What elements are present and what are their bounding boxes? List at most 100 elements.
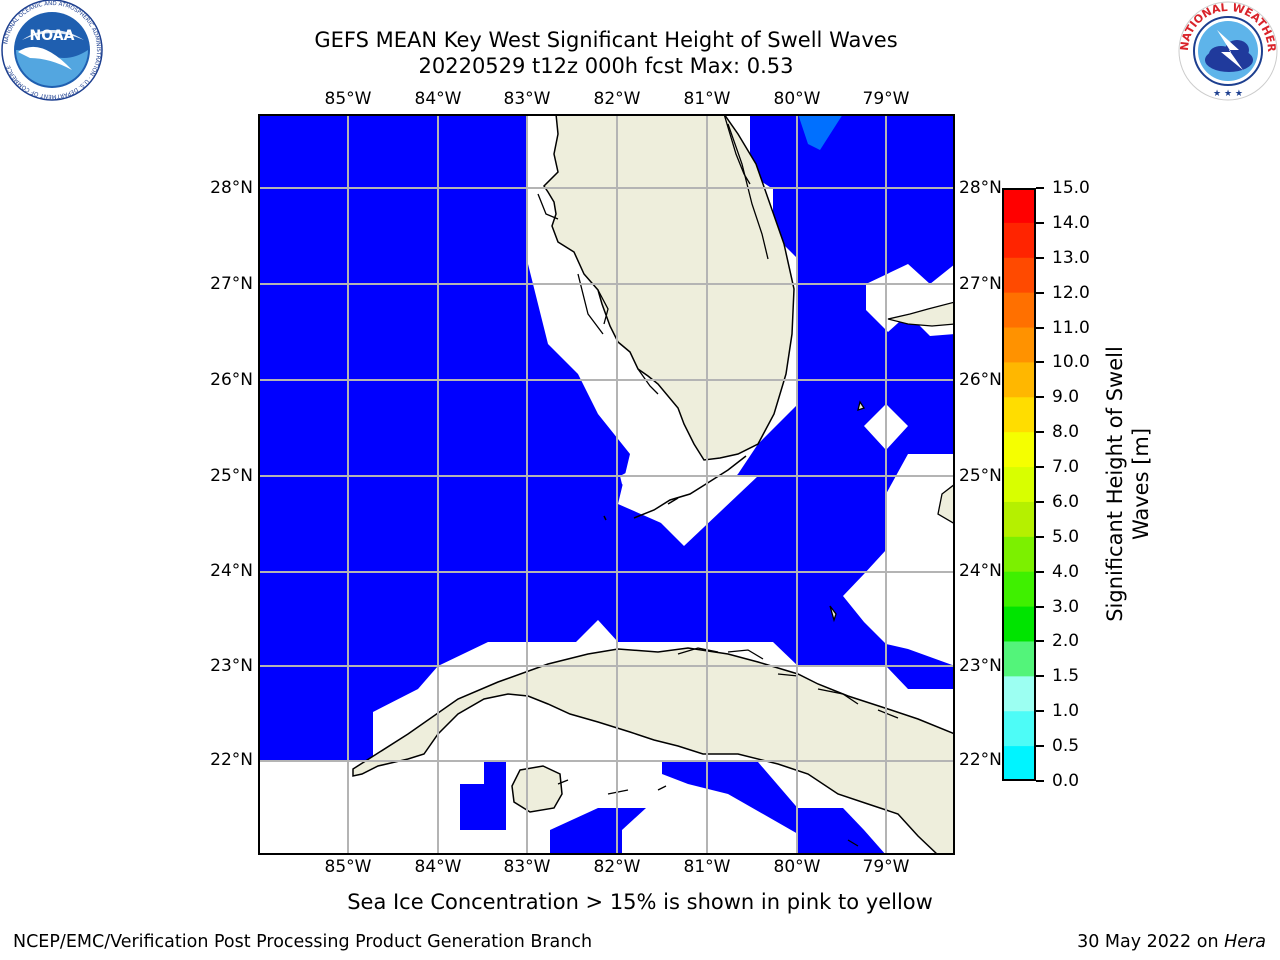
lat-tick-left-23n: 23°N bbox=[210, 656, 253, 676]
colorbar-tick-label: 0.5 bbox=[1052, 736, 1080, 757]
colorbar-tick-label: 15.0 bbox=[1052, 178, 1090, 198]
colorbar-band bbox=[1002, 257, 1036, 294]
colorbar-tick-mark bbox=[1036, 256, 1044, 259]
florida-keys bbox=[603, 455, 747, 521]
colorbar-tick-label: 14.0 bbox=[1052, 212, 1090, 233]
bahamas-land bbox=[829, 301, 955, 623]
lat-tick-right-22n: 22°N bbox=[959, 750, 1002, 770]
lon-tick-bottom-80w: 80°W bbox=[773, 857, 821, 877]
colorbar-tick-label: 2.0 bbox=[1052, 631, 1080, 652]
colorbar-band bbox=[1002, 292, 1036, 329]
colorbar-tick-label: 6.0 bbox=[1052, 491, 1080, 512]
lon-tick-bottom-81w: 81°W bbox=[683, 857, 731, 877]
colorbar-tick-label: 1.5 bbox=[1052, 666, 1080, 687]
svg-text:NOAA: NOAA bbox=[30, 28, 75, 44]
colorbar-tick-mark bbox=[1036, 500, 1044, 503]
lon-tick-bottom-85w: 85°W bbox=[324, 857, 372, 877]
lat-tick-right-23n: 23°N bbox=[959, 656, 1002, 676]
colorbar-tick-label: 13.0 bbox=[1052, 247, 1090, 268]
colorbar-tick-mark bbox=[1036, 396, 1044, 399]
lon-tick-bottom-84w: 84°W bbox=[414, 857, 462, 877]
colorbar-band bbox=[1002, 536, 1036, 573]
colorbar bbox=[1002, 188, 1036, 781]
colorbar-band bbox=[1002, 397, 1036, 433]
lon-tick-bottom-79w: 79°W bbox=[862, 857, 910, 877]
colorbar-tick-label: 10.0 bbox=[1052, 352, 1090, 373]
colorbar-tick-mark bbox=[1036, 361, 1044, 364]
cuba-land bbox=[352, 647, 955, 855]
colorbar-tick-mark bbox=[1036, 221, 1044, 224]
colorbar-tick-label: 7.0 bbox=[1052, 457, 1080, 478]
svg-text:★ ★ ★: ★ ★ ★ bbox=[1213, 89, 1243, 99]
colorbar-tick-mark bbox=[1036, 570, 1044, 573]
lat-tick-right-28n: 28°N bbox=[959, 178, 1002, 198]
colorbar-tick-label: 3.0 bbox=[1052, 596, 1080, 617]
colorbar-band bbox=[1002, 571, 1036, 608]
colorbar-tick-label: 0.0 bbox=[1052, 771, 1080, 791]
colorbar-label-line2: Waves [m] bbox=[1129, 427, 1153, 541]
map-subtitle: 20220529 t12z 000h fcst Max: 0.53 bbox=[418, 54, 794, 78]
colorbar-band bbox=[1002, 222, 1036, 259]
colorbar-tick-label: 12.0 bbox=[1052, 282, 1090, 303]
colorbar-band bbox=[1002, 467, 1036, 503]
lon-tick-bottom-82w: 82°W bbox=[593, 857, 641, 877]
florida-coast-details bbox=[537, 114, 769, 395]
lon-tick-top-85w: 85°W bbox=[324, 89, 372, 109]
lat-tick-right-24n: 24°N bbox=[959, 561, 1002, 581]
footer-date: 30 May 2022 on Hera bbox=[1077, 932, 1266, 952]
lon-tick-top-84w: 84°W bbox=[414, 89, 462, 109]
colorbar-tick-mark bbox=[1036, 745, 1044, 748]
lat-tick-left-28n: 28°N bbox=[210, 178, 253, 198]
nws-logo-icon: NATIONAL WEATHER SERVICE ★ ★ ★ bbox=[1177, 0, 1278, 101]
map-panel bbox=[258, 114, 955, 855]
colorbar-tick-mark bbox=[1036, 780, 1044, 782]
map-title: GEFS MEAN Key West Significant Height of… bbox=[314, 28, 898, 52]
colorbar-tick-mark bbox=[1036, 326, 1044, 329]
colorbar-band bbox=[1002, 746, 1036, 781]
sea-ice-note: Sea Ice Concentration > 15% is shown in … bbox=[347, 890, 933, 914]
isla-juventud-land bbox=[511, 765, 563, 813]
colorbar-tick-mark bbox=[1036, 187, 1044, 189]
lat-tick-left-25n: 25°N bbox=[210, 466, 253, 486]
lon-tick-top-80w: 80°W bbox=[773, 89, 821, 109]
lat-tick-right-27n: 27°N bbox=[959, 274, 1002, 294]
colorbar-tick-mark bbox=[1036, 605, 1044, 608]
colorbar-label-line1: Significant Height of Swell bbox=[1103, 346, 1127, 622]
lat-tick-left-27n: 27°N bbox=[210, 274, 253, 294]
colorbar-label: Significant Height of Swell Waves [m] bbox=[1102, 346, 1154, 622]
lat-tick-right-25n: 25°N bbox=[959, 466, 1002, 486]
colorbar-tick-mark bbox=[1036, 710, 1044, 713]
lat-tick-right-26n: 26°N bbox=[959, 370, 1002, 390]
colorbar-tick-label: 4.0 bbox=[1052, 561, 1080, 582]
colorbar-tick-label: 9.0 bbox=[1052, 387, 1080, 408]
cuba-cays bbox=[557, 647, 899, 847]
footer-host: Hera bbox=[1224, 932, 1266, 952]
lon-tick-top-82w: 82°W bbox=[593, 89, 641, 109]
florida-land bbox=[543, 114, 795, 461]
footer-date-text: 30 May 2022 on bbox=[1077, 932, 1219, 952]
colorbar-band bbox=[1002, 432, 1036, 468]
colorbar-band bbox=[1002, 362, 1036, 398]
colorbar-tick-mark bbox=[1036, 291, 1044, 294]
colorbar-band bbox=[1002, 188, 1036, 224]
colorbar-frame bbox=[1002, 188, 1036, 781]
colorbar-band bbox=[1002, 676, 1036, 712]
swell-patch-0-5m bbox=[798, 114, 843, 150]
lat-tick-left-22n: 22°N bbox=[210, 750, 253, 770]
lon-tick-bottom-83w: 83°W bbox=[503, 857, 551, 877]
map-frame bbox=[258, 114, 955, 855]
lat-tick-left-24n: 24°N bbox=[210, 561, 253, 581]
colorbar-tick-mark bbox=[1036, 535, 1044, 538]
colorbar-tick-label: 8.0 bbox=[1052, 422, 1080, 443]
colorbar-band bbox=[1002, 711, 1036, 747]
colorbar-band bbox=[1002, 606, 1036, 642]
lon-tick-top-79w: 79°W bbox=[862, 89, 910, 109]
colorbar-tick-mark bbox=[1036, 640, 1044, 643]
footer-credit: NCEP/EMC/Verification Post Processing Pr… bbox=[13, 932, 593, 952]
colorbar-tick-mark bbox=[1036, 466, 1044, 469]
colorbar-tick-mark bbox=[1036, 431, 1044, 434]
colorbar-band bbox=[1002, 327, 1036, 363]
colorbar-band bbox=[1002, 641, 1036, 677]
map-gridlines bbox=[258, 114, 955, 855]
colorbar-tick-label: 5.0 bbox=[1052, 526, 1080, 547]
